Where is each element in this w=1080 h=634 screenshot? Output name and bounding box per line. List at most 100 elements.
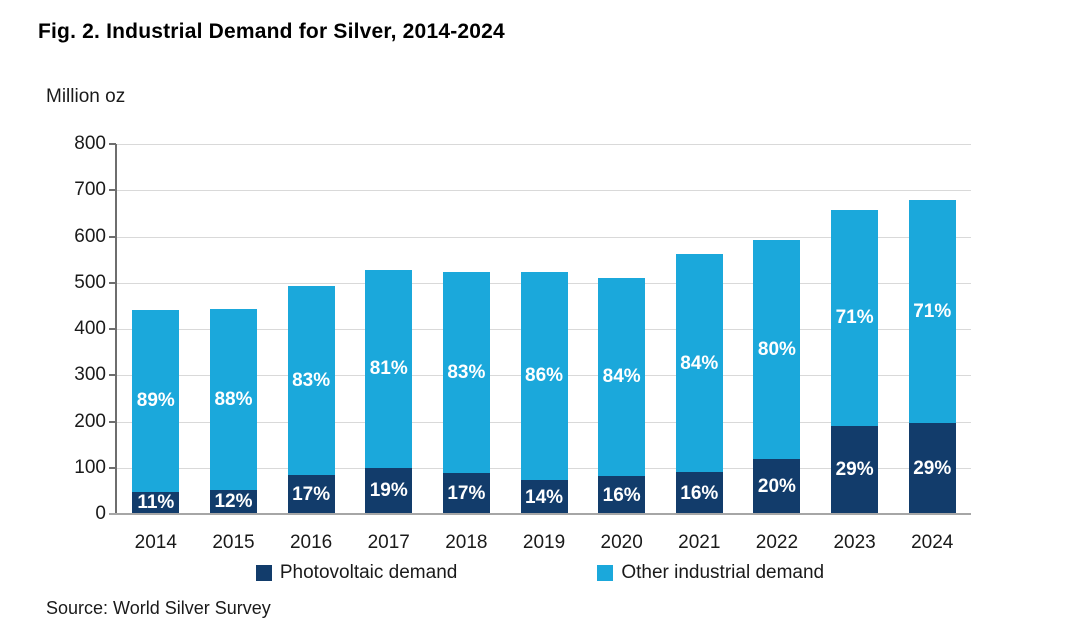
legend-label: Photovoltaic demand <box>279 562 458 583</box>
segment-other-industrial-demand-2022: 80% <box>753 240 801 460</box>
x-tick-label-2016: 2016 <box>289 532 333 553</box>
y-tick-label-700: 700 <box>74 179 106 201</box>
y-tick-label-500: 500 <box>74 271 106 293</box>
segment-photovoltaic-demand-2022: 20% <box>753 459 801 514</box>
bars-container: 11% 89% 12% 88% 17% 83% 19% 81% 17% 83% 14% 86% 16% 8… <box>117 144 971 514</box>
segment-photovoltaic-demand-2015: 12% <box>209 489 257 514</box>
segment-photovoltaic-demand-2016: 17% <box>287 475 335 514</box>
x-tick-label-2017: 2017 <box>367 532 410 553</box>
segment-photovoltaic-demand-2014: 11% <box>132 491 180 514</box>
y-tick-mark-100 <box>109 466 116 469</box>
y-tick-mark-500 <box>109 281 116 284</box>
segment-percent-label: 89% <box>136 390 175 412</box>
segment-percent-label: 12% <box>214 491 253 513</box>
y-tick-label-300: 300 <box>74 364 106 386</box>
segment-percent-label: 11% <box>137 492 175 514</box>
segment-other-industrial-demand-2020: 84% <box>598 277 646 477</box>
bar-cell-2017: 19% 81% <box>350 144 428 514</box>
segment-other-industrial-demand-2018: 83% <box>442 271 490 473</box>
segment-percent-label: 29% <box>913 457 952 479</box>
y-tick-label-600: 600 <box>74 225 106 247</box>
x-tick-label-2019: 2019 <box>522 532 566 553</box>
bar-cell-2020: 16% 84% <box>583 144 661 514</box>
x-tick-label-2015: 2015 <box>212 532 255 553</box>
x-tick-label-2020: 2020 <box>600 532 643 553</box>
bar-2020: 16% 84% <box>598 277 646 514</box>
y-tick-mark-600 <box>109 235 116 238</box>
source-note: Source: World Silver Survey <box>46 598 271 618</box>
bar-cell-2019: 14% 86% <box>505 144 583 514</box>
y-tick-mark-800 <box>109 143 116 145</box>
segment-other-industrial-demand-2019: 86% <box>520 271 568 481</box>
y-tick-mark-200 <box>109 420 116 423</box>
y-tick-label-0: 0 <box>95 503 106 524</box>
segment-other-industrial-demand-2024: 71% <box>908 199 956 423</box>
segment-percent-label: 29% <box>835 459 874 481</box>
y-axis-units-label: Million oz <box>46 86 126 107</box>
segment-percent-label: 71% <box>913 300 952 322</box>
bar-cell-2024: 29% 71% <box>893 144 971 514</box>
y-tick-label-100: 100 <box>74 456 106 478</box>
segment-other-industrial-demand-2023: 71% <box>831 209 879 426</box>
segment-percent-label: 86% <box>525 365 564 387</box>
y-tick-label-400: 400 <box>74 318 106 339</box>
y-axis-line <box>115 144 117 514</box>
segment-percent-label: 84% <box>680 352 719 374</box>
segment-percent-label: 20% <box>757 476 796 498</box>
x-axis-tick-labels: 2014 2015 2016 2017 2018 2019 2020 2021 2022 2023… <box>117 532 971 554</box>
segment-photovoltaic-demand-2023: 29% <box>831 425 879 514</box>
legend-label: Other industrial demand <box>621 562 825 583</box>
x-tick-label-2014: 2014 <box>134 532 177 553</box>
segment-percent-label: 17% <box>292 484 331 506</box>
legend-swatch-icon <box>597 565 614 581</box>
bar-2023: 29% 71% <box>831 209 879 514</box>
bar-cell-2014: 11% 89% <box>117 144 195 514</box>
bar-2015: 12% 88% <box>209 309 257 514</box>
segment-percent-label: 14% <box>525 486 564 508</box>
segment-other-industrial-demand-2016: 83% <box>287 286 335 476</box>
plot-area: 11% 89% 12% 88% 17% 83% 19% 81% 17% 83% 14% 86% 16% 8… <box>117 144 971 514</box>
gridline-700 <box>117 190 971 192</box>
segment-photovoltaic-demand-2024: 29% <box>908 422 956 514</box>
segment-percent-label: 83% <box>292 370 331 392</box>
segment-other-industrial-demand-2021: 84% <box>675 254 723 473</box>
bar-cell-2021: 16% 84% <box>660 144 738 514</box>
chart-title: Fig. 2. Industrial Demand for Silver, 20… <box>38 20 505 43</box>
x-axis-line <box>109 513 971 515</box>
segment-photovoltaic-demand-2017: 19% <box>365 467 413 514</box>
segment-percent-label: 88% <box>214 388 253 410</box>
segment-percent-label: 16% <box>602 484 641 506</box>
segment-percent-label: 17% <box>447 482 486 504</box>
bar-2021: 16% 84% <box>675 254 723 514</box>
gridline-800 <box>117 144 971 145</box>
bar-cell-2022: 20% 80% <box>738 144 816 514</box>
segment-percent-label: 83% <box>447 361 486 383</box>
segment-percent-label: 16% <box>680 482 719 504</box>
bar-cell-2023: 29% 71% <box>816 144 894 514</box>
bar-cell-2015: 12% 88% <box>195 144 273 514</box>
segment-other-industrial-demand-2014: 89% <box>132 310 180 492</box>
segment-percent-label: 81% <box>369 358 408 380</box>
y-tick-mark-700 <box>109 189 116 192</box>
x-tick-label-2022: 2022 <box>755 532 799 553</box>
segment-photovoltaic-demand-2019: 14% <box>520 480 568 514</box>
segment-percent-label: 84% <box>602 366 641 388</box>
bar-2018: 17% 83% <box>442 271 490 514</box>
legend-item-photovoltaic-demand: Photovoltaic demand <box>255 562 458 584</box>
segment-other-industrial-demand-2017: 81% <box>365 270 413 468</box>
y-tick-label-800: 800 <box>74 133 106 154</box>
bar-2024: 29% 71% <box>908 199 956 514</box>
bar-2016: 17% 83% <box>287 286 335 514</box>
bar-2014: 11% 89% <box>132 310 180 514</box>
legend-item-other-industrial-demand: Other industrial demand <box>597 562 824 584</box>
bar-2017: 19% 81% <box>365 270 413 514</box>
gridline-600 <box>117 236 971 238</box>
legend-swatch-icon <box>255 565 272 581</box>
bar-2019: 14% 86% <box>520 271 568 514</box>
segment-photovoltaic-demand-2018: 17% <box>442 472 490 514</box>
x-tick-label-2021: 2021 <box>678 532 721 553</box>
legend: Photovoltaic demand Other industrial dema… <box>0 562 1080 584</box>
segment-other-industrial-demand-2015: 88% <box>209 309 257 490</box>
x-tick-label-2023: 2023 <box>833 532 876 553</box>
